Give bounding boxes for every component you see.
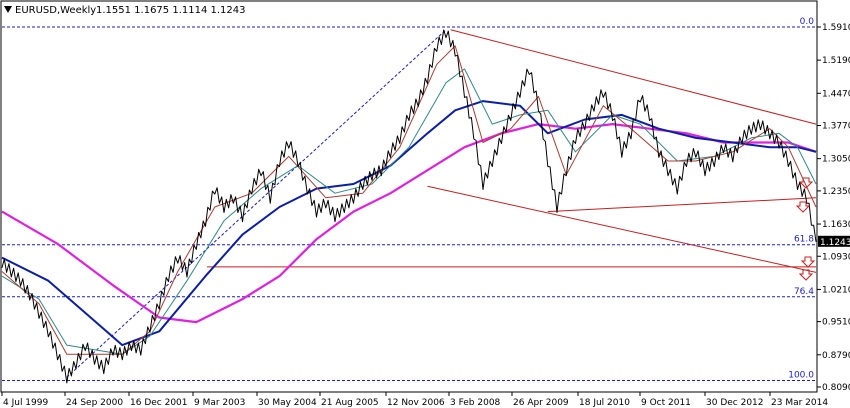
y-tick-label: 1.5190: [822, 56, 850, 66]
fib-level-label: 61.8: [794, 235, 814, 245]
fib-level-label: 76.4: [794, 287, 814, 297]
x-tick-label: 9 Oct 2011: [641, 398, 691, 408]
y-tick-label: 1.3050: [822, 155, 850, 165]
current-price-box: [818, 235, 850, 247]
series-line-ma-magenta: [1, 122, 817, 324]
x-tick-label: 26 Apr 2009: [513, 398, 569, 408]
signal-arrows: [795, 177, 816, 281]
y-tick-label: 1.0930: [822, 252, 850, 262]
chart-ohlc: 1.1551 1.1675 1.1114 1.1243: [96, 5, 246, 16]
fib-level-label: 100.0: [788, 371, 814, 381]
fibonacci-levels: 0.0 61.8 76.4 100.0: [2, 17, 816, 382]
fib-trend-line: [66, 29, 447, 378]
arrow-marker: [795, 201, 811, 213]
x-tick-label: 18 Jul 2010: [579, 398, 630, 408]
x-tick-label: 24 Sep 2000: [66, 398, 123, 408]
series-line-ma-blue: [1, 100, 817, 347]
y-axis: 1.5910 1.5190 1.4470 1.3770 1.3050 1.2350 1.16…: [817, 23, 850, 393]
fib-level-label: 0.0: [800, 17, 815, 27]
series-line-price: [1, 29, 817, 384]
chart-title: EURUSD,Weekly: [15, 5, 96, 16]
x-tick-label: 30 May 2004: [258, 398, 317, 408]
y-tick-label: 1.1630: [822, 220, 850, 230]
arrow-marker: [798, 177, 814, 189]
x-tick-label: 16 Dec 2001: [130, 398, 188, 408]
y-tick-label: 0.8090: [822, 383, 850, 393]
arrow-marker: [800, 256, 816, 268]
series-line-ma-mid: [1, 68, 817, 355]
y-tick-label: 1.4470: [822, 89, 850, 99]
channel-line: [547, 197, 817, 213]
chart-header: EURUSD,Weekly 1.1551 1.1675 1.1114 1.124…: [4, 5, 246, 16]
channel-line: [427, 185, 817, 273]
arrow-marker: [798, 269, 814, 281]
x-tick-label: 3 Feb 2008: [450, 398, 501, 408]
x-tick-label: 12 Nov 2006: [387, 398, 445, 408]
y-tick-label: 1.2350: [822, 187, 850, 197]
plot-frame: [0, 0, 818, 393]
x-tick-label: 30 Dec 2012: [706, 398, 764, 408]
series-group: [1, 29, 817, 384]
symbol-triangle-icon: [4, 6, 12, 13]
channel-line: [450, 29, 817, 125]
y-tick-label: 1.5910: [822, 23, 850, 33]
series-line-ma-fast: [1, 45, 817, 355]
channel-lines: [66, 29, 817, 378]
x-tick-label: 21 Aug 2005: [321, 398, 379, 408]
y-tick-label: 1.3770: [822, 122, 850, 132]
x-axis: 4 Jul 1999 24 Sep 2000 16 Dec 2001 9 Mar 20…: [1, 392, 828, 408]
x-tick-label: 9 Mar 2003: [194, 398, 245, 408]
current-price-label: 1.1243: [820, 238, 850, 248]
x-tick-label: 4 Jul 1999: [3, 398, 48, 408]
x-tick-label: 23 Mar 2014: [771, 398, 828, 408]
current-price-badge: 1.1243: [818, 235, 850, 248]
